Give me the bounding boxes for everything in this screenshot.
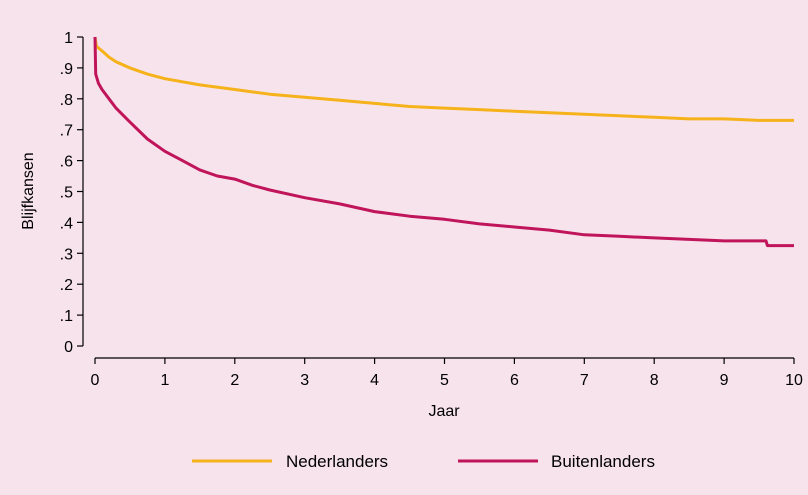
y-tick-label: .1	[60, 308, 73, 325]
x-axis-title: Jaar	[428, 403, 460, 420]
x-ticks: 0 1 2 3 4 5 6 7 8 9 10	[91, 358, 803, 389]
y-tick-label: .3	[60, 246, 73, 263]
series-line-buitenlanders	[93, 36, 794, 248]
x-tick-label: 5	[440, 372, 449, 389]
series-line-nederlanders	[93, 36, 794, 122]
y-axis-title: Blijfkansen	[20, 152, 37, 229]
x-tick-label: 0	[91, 372, 100, 389]
plot-area: 0 .1 .2 .3 .4 .5 .6 .7 .8 .9 1 0 1 2 3 4 5 6 7 8 9 10	[60, 30, 803, 389]
y-ticks: 0 .1 .2 .3 .4 .5 .6 .7 .8 .9 1	[60, 30, 83, 356]
y-tick-label: .7	[60, 123, 73, 140]
y-tick-label: 0	[64, 339, 73, 356]
x-tick-label: 8	[650, 372, 659, 389]
y-tick-label: .8	[60, 92, 73, 109]
x-tick-label: 7	[580, 372, 589, 389]
y-tick-label: .9	[60, 61, 73, 78]
x-tick-label: 4	[370, 372, 379, 389]
legend-label-nederlanders: Nederlanders	[286, 452, 388, 471]
y-tick-label: .2	[60, 277, 73, 294]
x-tick-label: 3	[300, 372, 309, 389]
y-tick-label: 1	[64, 30, 73, 47]
y-tick-label: .6	[60, 154, 73, 171]
x-tick-label: 10	[785, 372, 803, 389]
y-tick-label: .4	[60, 215, 73, 232]
x-tick-label: 2	[230, 372, 239, 389]
x-tick-label: 6	[510, 372, 519, 389]
legend-label-buitenlanders: Buitenlanders	[551, 452, 655, 471]
legend: Nederlanders Buitenlanders	[192, 452, 655, 471]
x-tick-label: 1	[160, 372, 169, 389]
y-tick-label: .5	[60, 185, 73, 202]
x-tick-label: 9	[720, 372, 729, 389]
series-layer	[93, 36, 794, 248]
